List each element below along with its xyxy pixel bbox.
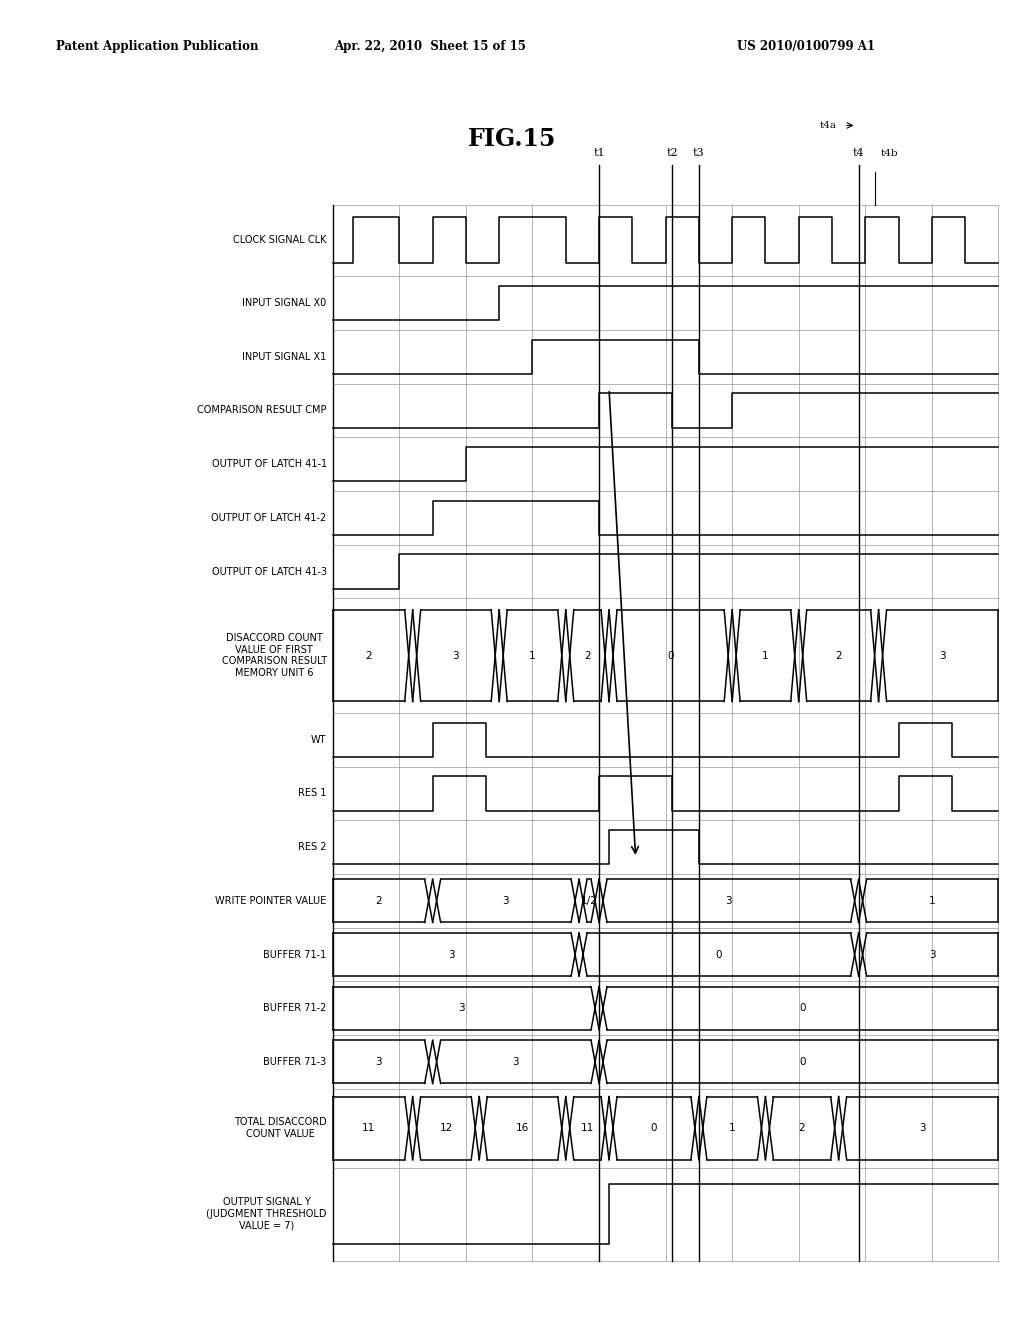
Text: 3: 3 bbox=[929, 949, 936, 960]
Text: 1: 1 bbox=[529, 651, 536, 660]
Text: 11: 11 bbox=[362, 1123, 376, 1133]
Text: 2: 2 bbox=[836, 651, 842, 660]
Text: 0: 0 bbox=[800, 1003, 806, 1014]
Text: 3: 3 bbox=[453, 651, 459, 660]
Text: 3: 3 bbox=[726, 896, 732, 906]
Text: CLOCK SIGNAL CLK: CLOCK SIGNAL CLK bbox=[233, 235, 327, 246]
Text: t4b: t4b bbox=[881, 149, 898, 158]
Text: 1: 1 bbox=[729, 1123, 735, 1133]
Text: 0: 0 bbox=[716, 949, 722, 960]
Text: 3: 3 bbox=[513, 1057, 519, 1067]
Text: 11: 11 bbox=[581, 1123, 594, 1133]
Text: RES 2: RES 2 bbox=[298, 842, 327, 853]
Text: 12: 12 bbox=[439, 1123, 453, 1133]
Text: 0: 0 bbox=[650, 1123, 657, 1133]
Text: WRITE POINTER VALUE: WRITE POINTER VALUE bbox=[215, 896, 327, 906]
Text: DISACCORD COUNT
VALUE OF FIRST
COMPARISON RESULT
MEMORY UNIT 6: DISACCORD COUNT VALUE OF FIRST COMPARISO… bbox=[221, 634, 327, 678]
Text: 3: 3 bbox=[939, 651, 946, 660]
Text: OUTPUT OF LATCH 41-1: OUTPUT OF LATCH 41-1 bbox=[212, 459, 327, 469]
Text: COMPARISON RESULT CMP: COMPARISON RESULT CMP bbox=[198, 405, 327, 416]
Text: 0: 0 bbox=[800, 1057, 806, 1067]
Text: OUTPUT SIGNAL Y
(JUDGMENT THRESHOLD
VALUE = 7): OUTPUT SIGNAL Y (JUDGMENT THRESHOLD VALU… bbox=[206, 1197, 327, 1230]
Text: Patent Application Publication: Patent Application Publication bbox=[56, 40, 259, 53]
Text: INPUT SIGNAL X1: INPUT SIGNAL X1 bbox=[243, 351, 327, 362]
Text: 2: 2 bbox=[799, 1123, 805, 1133]
Text: Apr. 22, 2010  Sheet 15 of 15: Apr. 22, 2010 Sheet 15 of 15 bbox=[334, 40, 526, 53]
Text: 1: 1 bbox=[929, 896, 936, 906]
Text: OUTPUT OF LATCH 41-2: OUTPUT OF LATCH 41-2 bbox=[211, 513, 327, 523]
Text: OUTPUT OF LATCH 41-3: OUTPUT OF LATCH 41-3 bbox=[212, 566, 327, 577]
Text: 3: 3 bbox=[920, 1123, 926, 1133]
Text: 1: 1 bbox=[762, 651, 769, 660]
Text: INPUT SIGNAL X0: INPUT SIGNAL X0 bbox=[243, 298, 327, 308]
Text: RES 1: RES 1 bbox=[298, 788, 327, 799]
Text: 2: 2 bbox=[376, 896, 382, 906]
Text: US 2010/0100799 A1: US 2010/0100799 A1 bbox=[737, 40, 876, 53]
Text: t4a: t4a bbox=[820, 121, 837, 129]
Text: 3: 3 bbox=[449, 949, 456, 960]
Text: FIG.15: FIG.15 bbox=[468, 127, 556, 150]
Text: 1/2: 1/2 bbox=[581, 896, 597, 906]
Text: BUFFER 71-1: BUFFER 71-1 bbox=[263, 949, 327, 960]
Text: 16: 16 bbox=[516, 1123, 529, 1133]
Text: WT: WT bbox=[311, 735, 327, 744]
Text: BUFFER 71-2: BUFFER 71-2 bbox=[263, 1003, 327, 1014]
Text: TOTAL DISACCORD
COUNT VALUE: TOTAL DISACCORD COUNT VALUE bbox=[233, 1117, 327, 1139]
Text: 3: 3 bbox=[376, 1057, 382, 1067]
Text: t1: t1 bbox=[593, 148, 605, 158]
Text: BUFFER 71-3: BUFFER 71-3 bbox=[263, 1057, 327, 1067]
Text: 0: 0 bbox=[668, 651, 674, 660]
Text: 3: 3 bbox=[459, 1003, 465, 1014]
Text: 2: 2 bbox=[584, 651, 591, 660]
Text: t4: t4 bbox=[853, 148, 864, 158]
Text: 3: 3 bbox=[503, 896, 509, 906]
Text: t2: t2 bbox=[667, 148, 678, 158]
Text: 2: 2 bbox=[366, 651, 372, 660]
Text: t3: t3 bbox=[693, 148, 705, 158]
